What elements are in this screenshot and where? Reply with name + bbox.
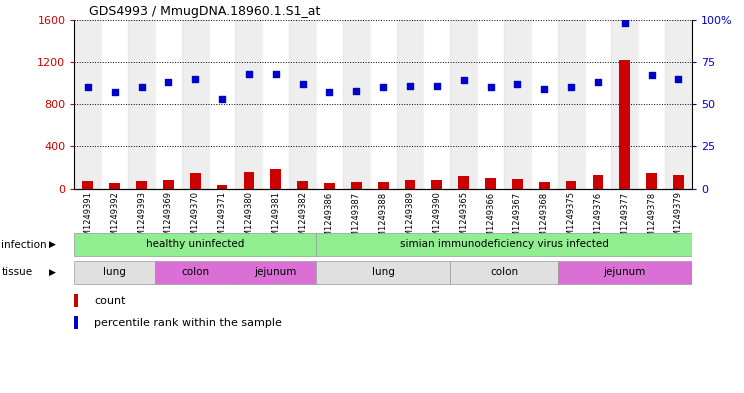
Bar [155, 261, 236, 284]
Text: tissue: tissue [1, 267, 33, 277]
Point [431, 83, 443, 89]
Bar [74, 261, 155, 284]
Bar [638, 20, 665, 189]
Bar [539, 182, 550, 189]
Bar [243, 172, 254, 189]
Point [216, 96, 228, 102]
Point [324, 89, 336, 95]
Bar [351, 182, 362, 189]
Bar [370, 20, 397, 189]
Bar [101, 20, 128, 189]
Bar [565, 181, 577, 189]
Bar [620, 60, 630, 189]
Text: ▶: ▶ [49, 240, 56, 249]
Bar [289, 20, 316, 189]
Point [484, 84, 496, 90]
Bar [83, 181, 93, 189]
Text: count: count [94, 296, 126, 306]
Bar [182, 20, 208, 189]
Bar [378, 182, 388, 189]
Bar [405, 180, 415, 189]
Bar [665, 20, 692, 189]
Text: healthy uninfected: healthy uninfected [146, 239, 245, 249]
Bar [558, 20, 585, 189]
Text: percentile rank within the sample: percentile rank within the sample [94, 318, 282, 328]
Bar [585, 20, 612, 189]
Text: infection: infection [1, 240, 47, 250]
Bar [163, 180, 174, 189]
Bar [270, 169, 281, 189]
Point [162, 79, 174, 85]
Bar [136, 181, 147, 189]
Bar [397, 20, 423, 189]
Bar [316, 261, 450, 284]
Bar [432, 180, 442, 189]
Bar [208, 20, 236, 189]
Text: ▶: ▶ [49, 268, 56, 277]
Point [673, 75, 684, 82]
Point [350, 88, 362, 94]
Point [82, 84, 94, 90]
Text: simian immunodeficiency virus infected: simian immunodeficiency virus infected [400, 239, 609, 249]
Text: jejunum: jejunum [603, 266, 646, 277]
Bar [512, 178, 523, 189]
Bar [217, 185, 228, 189]
Bar [423, 20, 450, 189]
Bar [74, 20, 101, 189]
Bar [324, 183, 335, 189]
Point [270, 71, 282, 77]
Point [404, 83, 416, 89]
Bar [450, 261, 558, 284]
Text: colon: colon [181, 266, 209, 277]
Point [458, 77, 469, 84]
Bar [530, 20, 558, 189]
Text: colon: colon [490, 266, 518, 277]
Point [511, 81, 523, 87]
Bar [673, 175, 684, 189]
Bar [263, 20, 289, 189]
Point [135, 84, 147, 90]
Bar [592, 175, 603, 189]
Point [565, 84, 577, 90]
Point [297, 81, 309, 87]
Point [189, 75, 201, 82]
Bar [647, 173, 657, 189]
Bar [236, 20, 263, 189]
Bar [558, 261, 692, 284]
Bar [190, 173, 201, 189]
Bar [298, 181, 308, 189]
Bar [155, 20, 182, 189]
Bar [477, 20, 504, 189]
Point [619, 20, 631, 26]
Bar [109, 183, 120, 189]
Point [243, 71, 255, 77]
Bar [74, 316, 78, 329]
Bar [316, 20, 343, 189]
Bar [128, 20, 155, 189]
Text: lung: lung [372, 266, 394, 277]
Bar [504, 20, 530, 189]
Text: jejunum: jejunum [254, 266, 297, 277]
Text: lung: lung [103, 266, 126, 277]
Bar [458, 176, 469, 189]
Point [377, 84, 389, 90]
Point [539, 86, 551, 92]
Bar [74, 233, 316, 256]
Bar [316, 233, 692, 256]
Text: GDS4993 / MmugDNA.18960.1.S1_at: GDS4993 / MmugDNA.18960.1.S1_at [89, 5, 321, 18]
Bar [343, 20, 370, 189]
Bar [74, 294, 78, 307]
Point [109, 89, 121, 95]
Bar [236, 261, 316, 284]
Point [592, 79, 604, 85]
Bar [485, 178, 496, 189]
Bar [612, 20, 638, 189]
Point [646, 72, 658, 79]
Bar [450, 20, 477, 189]
